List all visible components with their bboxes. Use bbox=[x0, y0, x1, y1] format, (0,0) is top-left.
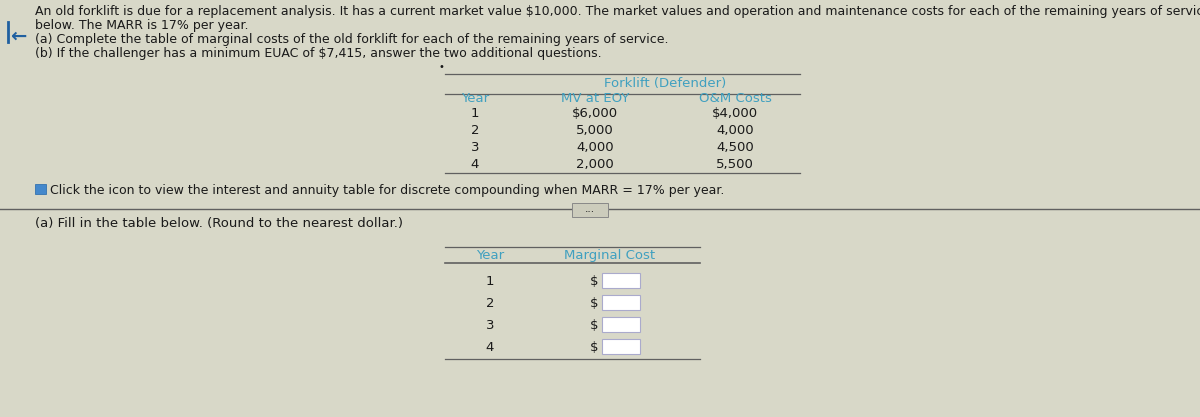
Text: $: $ bbox=[589, 341, 598, 354]
Bar bbox=[572, 203, 608, 217]
Bar bbox=[0, 0, 1200, 209]
Text: O&M Costs: O&M Costs bbox=[698, 92, 772, 105]
Text: (b) If the challenger has a minimum EUAC of $7,415, answer the two additional qu: (b) If the challenger has a minimum EUAC… bbox=[35, 47, 601, 60]
Text: Click the icon to view the interest and annuity table for discrete compounding w: Click the icon to view the interest and … bbox=[50, 184, 725, 197]
Text: 4,500: 4,500 bbox=[716, 141, 754, 154]
Text: 4,000: 4,000 bbox=[716, 124, 754, 137]
Text: 5,500: 5,500 bbox=[716, 158, 754, 171]
Text: $4,000: $4,000 bbox=[712, 107, 758, 120]
Text: $: $ bbox=[589, 319, 598, 332]
Text: 2: 2 bbox=[470, 124, 479, 137]
Text: Year: Year bbox=[476, 249, 504, 262]
Text: 3: 3 bbox=[470, 141, 479, 154]
Text: ...: ... bbox=[584, 204, 595, 214]
Text: MV at EOY: MV at EOY bbox=[560, 92, 629, 105]
Bar bbox=[602, 317, 640, 332]
Text: 5,000: 5,000 bbox=[576, 124, 614, 137]
Text: (a) Complete the table of marginal costs of the old forklift for each of the rem: (a) Complete the table of marginal costs… bbox=[35, 33, 668, 46]
Text: Year: Year bbox=[461, 92, 490, 105]
Text: (a) Fill in the table below. (Round to the nearest dollar.): (a) Fill in the table below. (Round to t… bbox=[35, 217, 403, 230]
Bar bbox=[602, 295, 640, 310]
Text: 2: 2 bbox=[486, 297, 494, 310]
Text: 1: 1 bbox=[486, 275, 494, 288]
Text: Forklift (Defender): Forklift (Defender) bbox=[604, 77, 726, 90]
Bar bbox=[0, 209, 1200, 417]
Text: below. The MARR is 17% per year.: below. The MARR is 17% per year. bbox=[35, 19, 248, 32]
Text: An old forklift is due for a replacement analysis. It has a current market value: An old forklift is due for a replacement… bbox=[35, 5, 1200, 18]
Text: 4: 4 bbox=[470, 158, 479, 171]
Text: •: • bbox=[438, 62, 444, 72]
Bar bbox=[35, 184, 46, 194]
Text: 3: 3 bbox=[486, 319, 494, 332]
Text: ←: ← bbox=[10, 27, 26, 46]
Text: 2,000: 2,000 bbox=[576, 158, 614, 171]
Text: $6,000: $6,000 bbox=[572, 107, 618, 120]
Text: 1: 1 bbox=[470, 107, 479, 120]
Text: 4,000: 4,000 bbox=[576, 141, 614, 154]
Text: 4: 4 bbox=[486, 341, 494, 354]
Bar bbox=[602, 273, 640, 288]
Text: $: $ bbox=[589, 297, 598, 310]
Bar bbox=[602, 339, 640, 354]
Text: Marginal Cost: Marginal Cost bbox=[564, 249, 655, 262]
Text: $: $ bbox=[589, 275, 598, 288]
